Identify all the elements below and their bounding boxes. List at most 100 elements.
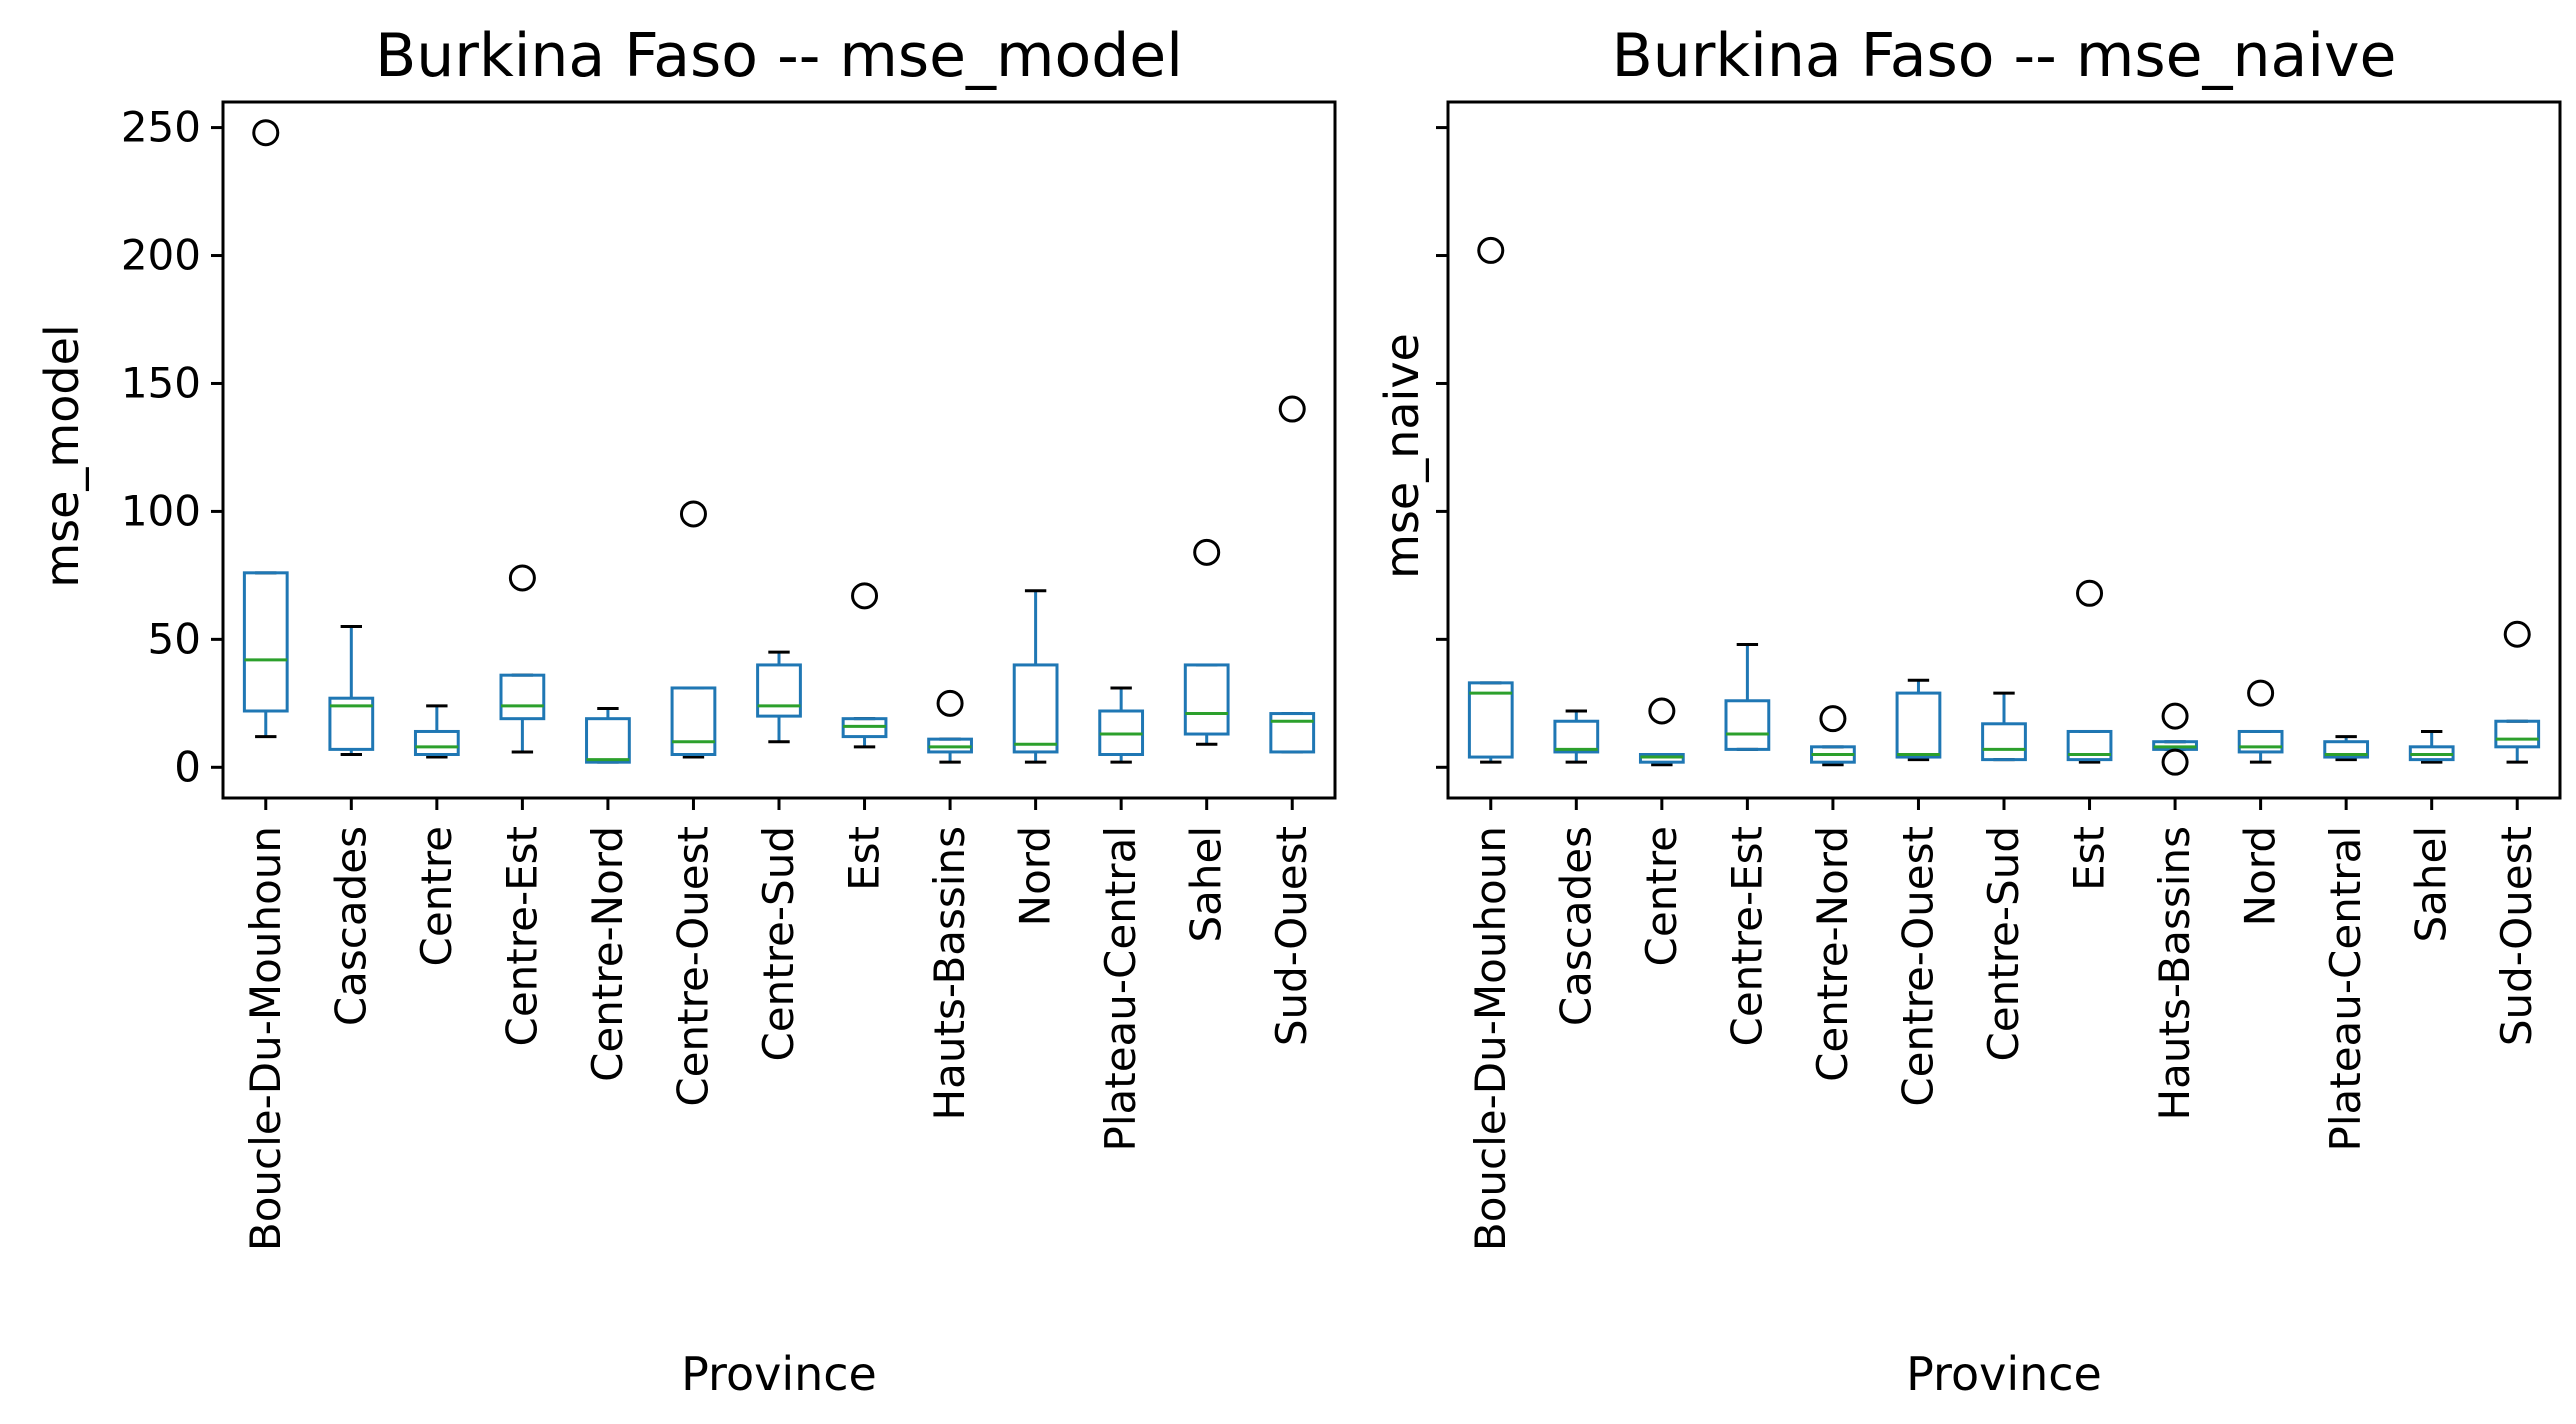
iqr-box [1183,663,1230,736]
box-sahel [1183,538,1230,746]
iqr-box [413,729,460,756]
box-centre-est [499,564,546,754]
x-tick-label: Sahel [1182,826,1231,943]
box-nord [2237,679,2284,764]
outlier-point [2161,702,2189,730]
chart-title: Burkina Faso -- mse_naive [1612,21,2397,91]
iqr-box [2066,729,2113,762]
x-tick-label: Centre-Est [497,826,546,1046]
box-centre-sud [1981,691,2027,762]
outlier-point [252,119,280,147]
outlier-point [1648,697,1676,725]
box-centre-nord [585,706,631,764]
outlier-point [851,582,879,610]
iqr-box [1981,722,2027,762]
box-nord [1012,589,1059,764]
box-sud-ouest [1269,395,1316,754]
x-tick-label: Cascades [1551,826,1600,1026]
x-tick-label: Centre-Nord [1808,826,1857,1082]
box-sahel [2408,729,2455,764]
box-centre-ouest [1895,678,1942,762]
x-tick-label: Centre-Sud [1979,826,2028,1062]
box-boucle-du-mouhoun [242,119,289,739]
iqr-box [499,673,546,721]
iqr-box [2323,740,2370,759]
x-tick-label: Centre [1637,826,1686,966]
box-est [841,582,888,749]
box-centre-ouest [670,500,717,759]
y-axis-label: mse_naive [1375,333,1429,579]
x-tick-label: Sud-Ouest [1267,826,1316,1046]
outlier-point [2161,748,2189,776]
iqr-box [670,686,717,756]
iqr-box [2494,719,2541,749]
box-cascades [1553,709,1600,764]
y-tick-label: 50 [148,614,201,663]
outlier-point [1477,236,1505,264]
box-sud-ouest [2494,620,2541,764]
x-tick-label: Centre-Ouest [1893,826,1942,1107]
iqr-box [1553,719,1600,754]
axes-frame [221,100,1337,800]
plot-area: Boucle-Du-Mouhoun Cascades Centre Centre-Es… [1436,100,2562,1251]
box-centre [413,704,460,759]
iqr-box [585,717,631,764]
x-tick-label: Cascades [326,826,375,1026]
x-tick-label: Est [840,826,889,891]
x-tick-label: Plateau-Central [1096,826,1145,1151]
mse-model-panel: Burkina Faso -- mse_model mse_model Prov… [35,21,1337,1401]
iqr-box [2237,729,2284,754]
box-centre-nord [1810,705,1856,767]
x-tick-label: Hauts-Bassins [925,826,974,1120]
y-tick-label: 250 [121,103,201,152]
y-tick-label: 100 [121,486,201,535]
iqr-box [1895,691,1942,759]
outlier-point [1819,705,1847,733]
x-axis-label: Province [1906,1347,2102,1401]
iqr-box [1012,663,1059,754]
x-tick-label: Plateau-Central [2321,826,2370,1151]
box-centre-sud [756,650,802,744]
box-hauts-bassins [2152,702,2198,776]
box-cascades [328,625,375,756]
iqr-box [756,663,802,718]
box-centre [1638,697,1685,767]
box-plateau-central [1098,686,1145,764]
outlier-point [936,689,964,717]
x-tick-label: Centre-Est [1722,826,1771,1046]
y-tick-label: 150 [121,358,201,407]
box-plateau-central [2323,735,2370,762]
x-tick-label: Nord [1011,826,1060,926]
outlier-point [1278,395,1306,423]
x-tick-label: Est [2065,826,2114,891]
x-tick-label: Hauts-Bassins [2150,826,2199,1120]
outlier-point [2503,620,2531,648]
iqr-box [242,571,289,713]
x-tick-label: Sud-Ouest [2492,826,2541,1046]
y-axis-label: mse_model [35,324,89,587]
x-tick-label: Sahel [2407,826,2456,943]
x-tick-label: Boucle-Du-Mouhoun [1466,826,1515,1251]
iqr-box [1467,681,1514,759]
x-tick-label: Centre-Nord [583,826,632,1082]
outlier-point [2247,679,2275,707]
box-boucle-du-mouhoun [1467,236,1514,764]
box-est [2066,579,2113,764]
axes-frame [1446,100,2562,800]
x-tick-label: Centre [412,826,461,966]
box-centre-est [1724,642,1771,751]
x-tick-label: Boucle-Du-Mouhoun [241,826,290,1251]
outlier-point [1193,538,1221,566]
x-tick-label: Centre-Sud [754,826,803,1062]
box-hauts-bassins [927,689,973,764]
plot-area: 0 50 100 150 200 250 Boucle-Du-Mouhoun Cascades… [121,100,1337,1251]
mse-naive-panel: Burkina Faso -- mse_naive mse_naive Prov… [1375,21,2562,1401]
iqr-box [1269,712,1316,754]
outlier-point [508,564,536,592]
x-tick-label: Centre-Ouest [668,826,717,1107]
y-tick-label: 200 [121,231,201,280]
iqr-box [1724,699,1771,751]
chart-title: Burkina Faso -- mse_model [375,21,1183,91]
y-tick-label: 0 [174,742,201,791]
